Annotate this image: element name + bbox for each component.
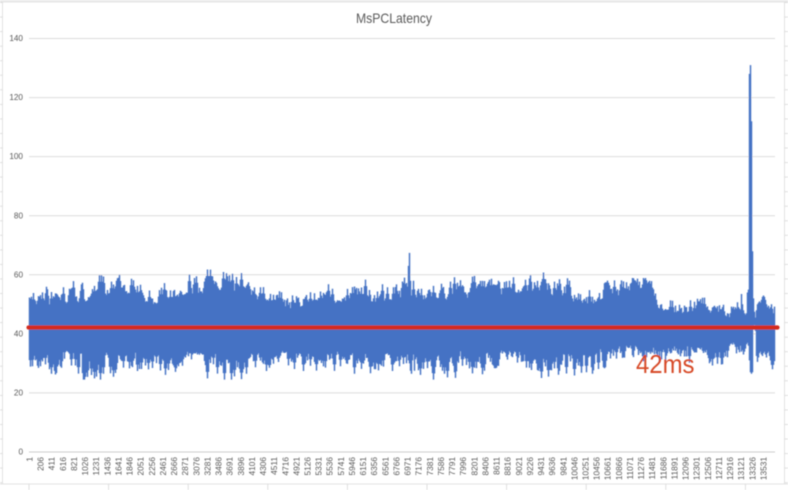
svg-text:2871: 2871: [180, 457, 190, 476]
svg-text:20: 20: [14, 389, 24, 398]
svg-text:10661: 10661: [603, 457, 613, 480]
svg-text:11071: 11071: [625, 457, 635, 480]
svg-text:8816: 8816: [503, 457, 513, 476]
svg-text:11891: 11891: [670, 457, 680, 480]
svg-text:9021: 9021: [514, 457, 524, 476]
svg-text:4921: 4921: [291, 457, 301, 476]
svg-text:6971: 6971: [403, 457, 413, 476]
svg-text:40: 40: [14, 330, 24, 339]
svg-text:9841: 9841: [558, 457, 568, 476]
svg-text:9636: 9636: [547, 457, 557, 476]
svg-text:411: 411: [47, 457, 57, 471]
svg-text:6561: 6561: [380, 457, 390, 476]
svg-text:3076: 3076: [191, 457, 201, 476]
svg-text:1231: 1231: [91, 457, 101, 476]
svg-text:10251: 10251: [581, 457, 591, 480]
svg-text:6151: 6151: [358, 457, 368, 476]
svg-text:1: 1: [25, 457, 35, 462]
svg-text:616: 616: [58, 457, 68, 471]
svg-text:1026: 1026: [80, 457, 90, 476]
svg-text:7586: 7586: [436, 457, 446, 476]
svg-text:5126: 5126: [303, 457, 313, 476]
svg-text:7176: 7176: [414, 457, 424, 476]
svg-text:140: 140: [9, 34, 23, 43]
svg-text:13531: 13531: [758, 457, 768, 480]
svg-text:8611: 8611: [492, 457, 502, 475]
svg-text:11481: 11481: [647, 457, 657, 480]
svg-text:10046: 10046: [569, 457, 579, 480]
svg-text:10456: 10456: [592, 457, 602, 480]
svg-text:1436: 1436: [102, 457, 112, 476]
svg-text:12916: 12916: [725, 457, 735, 480]
svg-text:9226: 9226: [525, 457, 535, 476]
svg-text:60: 60: [14, 270, 24, 279]
svg-text:3896: 3896: [236, 457, 246, 476]
svg-text:5331: 5331: [314, 457, 324, 476]
svg-text:7381: 7381: [425, 457, 435, 476]
svg-text:13121: 13121: [736, 457, 746, 480]
svg-text:7996: 7996: [458, 457, 468, 476]
svg-text:1641: 1641: [114, 457, 124, 476]
svg-text:MsPCLatency: MsPCLatency: [356, 11, 432, 26]
svg-text:42ms: 42ms: [636, 349, 695, 379]
svg-text:1846: 1846: [125, 457, 135, 476]
svg-text:6356: 6356: [369, 457, 379, 476]
svg-text:10866: 10866: [614, 457, 624, 480]
svg-text:5741: 5741: [336, 457, 346, 476]
svg-text:2256: 2256: [147, 457, 157, 476]
svg-text:4511: 4511: [269, 457, 279, 475]
svg-text:2051: 2051: [136, 457, 146, 476]
svg-text:5946: 5946: [347, 457, 357, 476]
svg-text:100: 100: [9, 152, 23, 161]
svg-text:7791: 7791: [447, 457, 457, 476]
svg-text:3486: 3486: [214, 457, 224, 476]
svg-text:3691: 3691: [225, 457, 235, 476]
svg-text:6766: 6766: [392, 457, 402, 476]
svg-text:80: 80: [14, 211, 24, 220]
svg-text:8201: 8201: [469, 457, 479, 476]
svg-text:5536: 5536: [325, 457, 335, 476]
svg-text:4716: 4716: [280, 457, 290, 476]
svg-text:11686: 11686: [658, 457, 668, 480]
svg-text:2461: 2461: [158, 457, 168, 476]
svg-text:120: 120: [9, 93, 23, 102]
svg-text:12096: 12096: [681, 457, 691, 480]
svg-text:2666: 2666: [169, 457, 179, 476]
svg-text:0: 0: [18, 448, 23, 457]
svg-text:12301: 12301: [692, 457, 702, 480]
svg-text:4101: 4101: [247, 457, 257, 476]
svg-text:13326: 13326: [747, 457, 757, 480]
svg-text:12506: 12506: [703, 457, 713, 480]
svg-text:12711: 12711: [714, 457, 724, 480]
svg-text:4306: 4306: [258, 457, 268, 476]
svg-text:8406: 8406: [480, 457, 490, 476]
svg-text:206: 206: [36, 457, 46, 471]
svg-text:11276: 11276: [636, 457, 646, 480]
svg-text:821: 821: [69, 457, 79, 471]
svg-text:3281: 3281: [202, 457, 212, 476]
svg-text:9431: 9431: [536, 457, 546, 476]
